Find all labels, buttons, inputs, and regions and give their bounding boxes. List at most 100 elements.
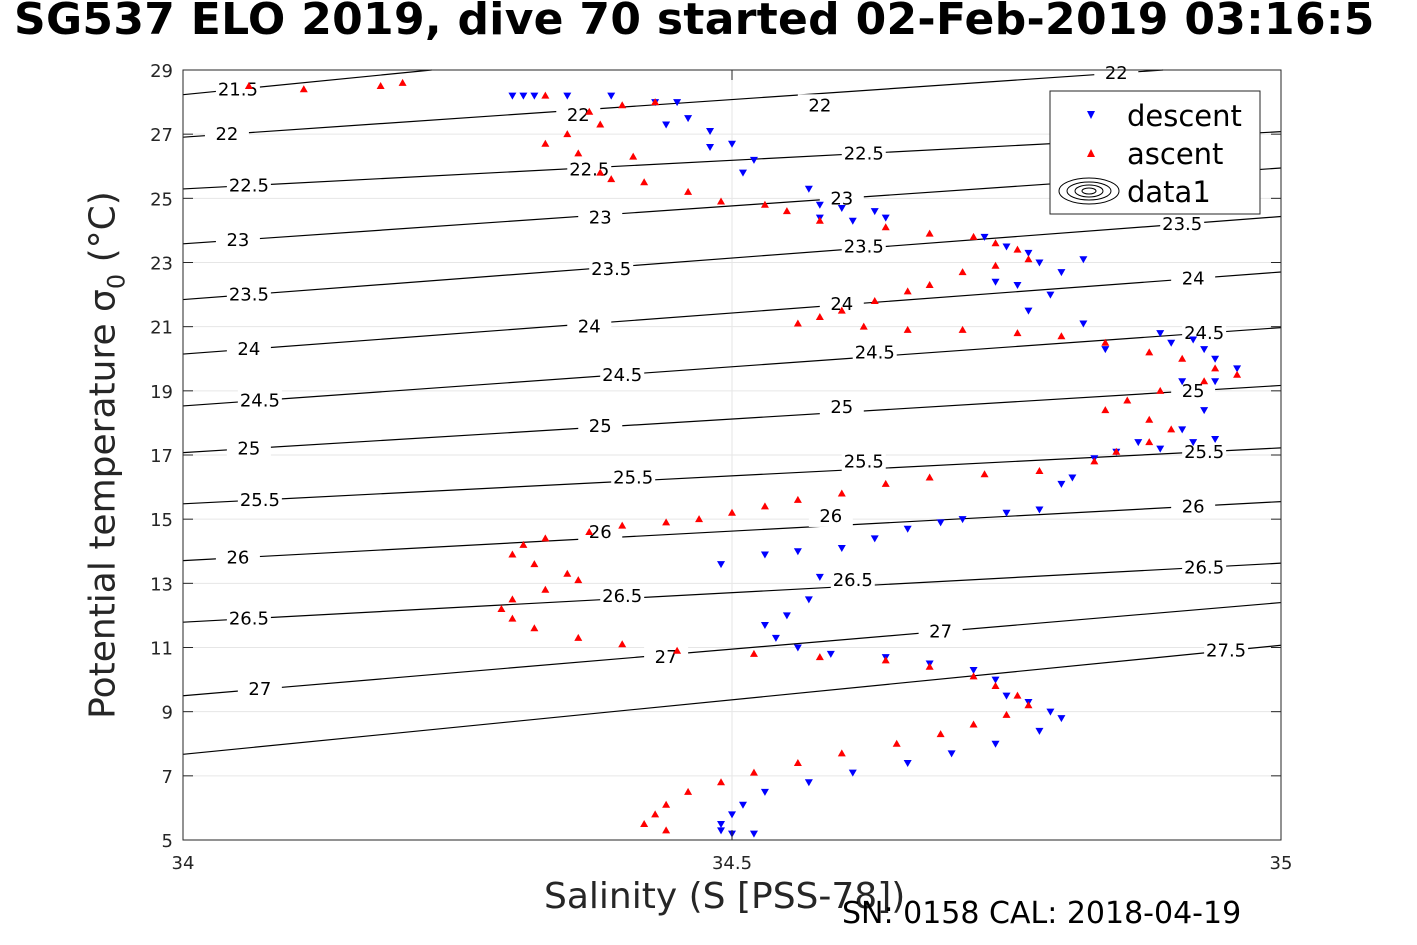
ascent-point — [640, 178, 649, 186]
contour-line — [182, 327, 1282, 407]
contour-label: 24.5 — [1184, 323, 1224, 344]
ascent-point — [530, 624, 539, 632]
descent-point — [563, 92, 572, 100]
ascent-point — [651, 98, 660, 106]
descent-point — [1178, 426, 1187, 434]
ascent-point — [1013, 691, 1022, 699]
ascent-point — [574, 633, 583, 641]
ascent-point — [684, 787, 693, 795]
contour-label-bg — [1171, 267, 1216, 290]
legend-contour-icon — [1058, 177, 1120, 205]
legend-contour-icon — [1074, 184, 1104, 198]
contour-label-bg — [808, 504, 853, 527]
ascent-series — [244, 78, 1242, 834]
ascent-point — [574, 149, 583, 157]
descent-point — [749, 156, 758, 164]
descent-point — [760, 551, 769, 559]
contour-label-bg — [589, 257, 634, 280]
ascent-point — [859, 322, 868, 330]
contour-label-bg — [578, 206, 623, 229]
descent-point — [870, 535, 879, 543]
ascent-point — [607, 175, 616, 183]
contour-label-bg — [237, 389, 282, 412]
contour-label: 22.5 — [229, 176, 269, 197]
y-tick-label: 27 — [150, 125, 173, 146]
contour-label-bg — [578, 415, 623, 438]
descent-point — [991, 740, 1000, 748]
y-tick-label: 23 — [150, 254, 173, 275]
ascent-point — [1024, 701, 1033, 709]
contour-label: 21.5 — [218, 79, 258, 100]
descent-point — [903, 760, 912, 767]
descent-point — [1035, 259, 1044, 267]
ascent-point — [760, 200, 769, 208]
contour-label-bg — [226, 338, 271, 361]
ascent-point — [717, 197, 726, 205]
contour-label-bg — [600, 585, 645, 608]
descent-point — [1079, 256, 1088, 264]
contour-label: 25 — [237, 439, 260, 460]
contour-label: 25.5 — [613, 467, 653, 488]
x-axis-label: Salinity (S [PSS-78]) — [544, 876, 906, 917]
descent-point — [607, 92, 616, 100]
y-axis-label: Potential temperature σ0 (°C) — [82, 191, 131, 719]
contour-label: 24 — [1182, 269, 1205, 290]
descent-point — [1046, 708, 1055, 716]
descent-point — [848, 769, 857, 777]
descent-point — [1002, 243, 1011, 251]
contour-label: 24 — [830, 294, 853, 315]
contour-line — [182, 562, 1282, 623]
y-tick-label: 19 — [150, 382, 173, 403]
y-tick-label: 5 — [162, 831, 173, 852]
ascent-point — [991, 261, 1000, 269]
ascent-point — [629, 152, 638, 160]
descent-point — [1068, 474, 1077, 482]
ascent-point — [684, 187, 693, 195]
ascent-point — [1002, 710, 1011, 718]
ascent-point — [749, 768, 758, 776]
ascent-point — [563, 130, 572, 138]
descent-point — [1057, 480, 1066, 488]
ascent-point — [585, 528, 594, 535]
ascent-point — [969, 720, 978, 728]
y-tick-label: 25 — [150, 189, 173, 210]
ascent-point — [596, 168, 605, 176]
ascent-point — [925, 662, 934, 670]
descent-point — [728, 811, 736, 819]
x-tick-label: 34.5 — [712, 853, 752, 874]
descent-point — [717, 827, 726, 835]
descent-point — [673, 99, 682, 107]
contour-label-bg — [215, 546, 260, 569]
contour-label-bg — [1204, 639, 1249, 662]
contour-label-bg — [1182, 440, 1227, 463]
ascent-point — [1167, 425, 1176, 433]
descent-point — [728, 140, 736, 148]
descent-point — [969, 666, 978, 674]
legend-label-ascent: ascent — [1127, 137, 1223, 171]
descent-point — [1200, 407, 1209, 415]
descent-point — [848, 217, 857, 225]
ascent-point — [892, 739, 901, 747]
descent-point — [881, 214, 890, 222]
ascent-point — [398, 78, 407, 86]
descent-point — [1002, 692, 1011, 700]
ascent-point — [815, 216, 824, 224]
ascent-point — [541, 91, 550, 99]
contour-line — [182, 644, 1282, 755]
ascent-point — [1156, 386, 1165, 394]
ascent-point — [1013, 245, 1022, 253]
descent-point — [1156, 330, 1165, 338]
ascent-point — [299, 85, 308, 93]
descent-point — [662, 121, 671, 129]
descent-point — [1211, 435, 1220, 443]
ascent-point — [793, 759, 802, 766]
descent-point — [1178, 378, 1187, 386]
ascent-point — [881, 479, 890, 487]
ascent-point — [782, 207, 791, 215]
contour-label-bg — [215, 229, 260, 252]
ascent-point — [1112, 447, 1121, 455]
descent-point — [980, 233, 989, 241]
descent-point — [1057, 715, 1066, 723]
descent-point — [793, 644, 802, 652]
ascent-point — [541, 139, 550, 147]
